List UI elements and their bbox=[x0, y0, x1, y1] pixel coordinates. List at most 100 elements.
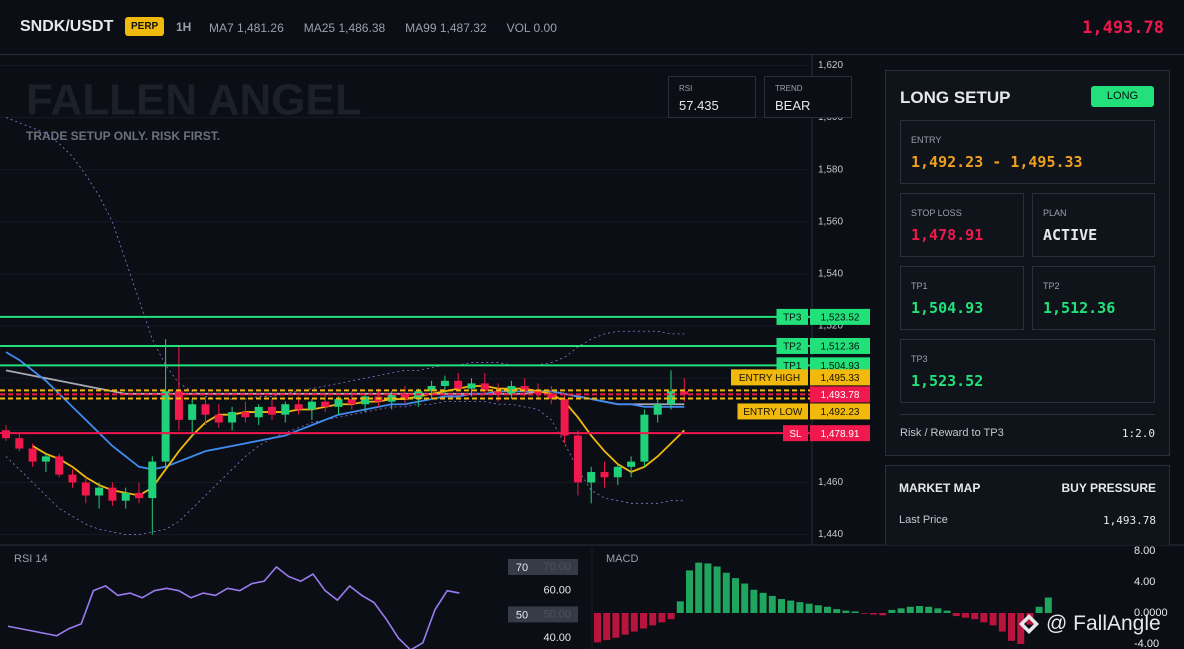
panel-title: LONG SETUP bbox=[900, 88, 1011, 107]
macd-bar bbox=[621, 612, 629, 635]
candle-body bbox=[560, 399, 569, 436]
macd-bar bbox=[998, 612, 1006, 632]
interval[interactable]: 1H bbox=[176, 20, 192, 34]
macd-bar bbox=[658, 612, 666, 623]
candle-body bbox=[627, 461, 636, 467]
level-tag bbox=[776, 308, 808, 325]
level-box bbox=[508, 558, 578, 575]
candle-body bbox=[15, 438, 24, 449]
level-value: 1,495.33 bbox=[821, 373, 860, 384]
logo bbox=[1019, 614, 1039, 634]
y-tick-label: 0.0000 bbox=[1134, 607, 1168, 619]
badge[interactable]: LONG bbox=[1091, 86, 1154, 107]
ma-line bbox=[32, 385, 685, 497]
macd-bar bbox=[943, 610, 951, 613]
candle-body bbox=[41, 456, 50, 462]
info-value: BEAR bbox=[775, 98, 811, 113]
candle-body bbox=[294, 404, 303, 410]
rr-value: 1:2.0 bbox=[1121, 427, 1155, 440]
card-label: STOP LOSS bbox=[911, 208, 962, 218]
stat-label: VOL bbox=[506, 21, 531, 35]
card-label: PLAN bbox=[1043, 208, 1067, 218]
candle-body bbox=[387, 393, 396, 402]
info-value: 57.435 bbox=[679, 98, 719, 113]
candle-body bbox=[467, 383, 476, 389]
level-box bbox=[508, 606, 578, 623]
level-value: 1,478.91 bbox=[821, 429, 860, 440]
macd-bar bbox=[1044, 597, 1052, 613]
card-label: TP3 bbox=[911, 354, 928, 364]
macd-bar bbox=[612, 612, 620, 638]
candle-body bbox=[361, 396, 370, 405]
watermark-subtitle: TRADE SETUP ONLY. RISK FIRST. bbox=[26, 129, 220, 143]
macd-bar bbox=[750, 589, 758, 613]
macd-bar bbox=[870, 612, 877, 615]
candle-body bbox=[307, 401, 316, 410]
level-name: TP2 bbox=[783, 342, 802, 353]
macd-bar bbox=[640, 612, 647, 629]
macd-bar bbox=[768, 595, 776, 613]
level-value: 1,504.93 bbox=[821, 361, 860, 372]
macd-bar bbox=[630, 612, 638, 632]
stat-value: 1,486.38 bbox=[338, 21, 386, 35]
macd-bar bbox=[842, 610, 850, 613]
candle-body bbox=[55, 456, 64, 475]
candle-body bbox=[534, 391, 542, 394]
y-tick-label: 4.00 bbox=[1134, 576, 1155, 588]
card-label: TP2 bbox=[1043, 281, 1060, 291]
macd-bar bbox=[879, 612, 887, 616]
candle-body bbox=[587, 472, 596, 483]
candle-body bbox=[334, 399, 343, 407]
level-tag bbox=[810, 337, 870, 354]
stat-value: 0.00 bbox=[533, 21, 557, 35]
stats: MA7 1,481.26 MA25 1,486.38 MA99 1,487.32… bbox=[209, 21, 557, 35]
candle-body bbox=[653, 404, 662, 415]
level-name: TP1 bbox=[783, 361, 802, 372]
rr-label: Risk / Reward to TP3 bbox=[900, 427, 1004, 439]
stat-value: 1,487.32 bbox=[439, 21, 487, 35]
stat-label: MA7 bbox=[209, 21, 234, 35]
card: ENTRY 1,492.23 - 1,495.33 bbox=[900, 120, 1155, 184]
card: TP3 1,523.52 bbox=[900, 339, 1155, 403]
macd-bar bbox=[686, 570, 693, 613]
candle-body bbox=[108, 487, 117, 501]
level-name: ENTRY LOW bbox=[743, 407, 803, 418]
card: TP2 1,512.36 bbox=[1032, 266, 1155, 330]
macd-bar bbox=[1035, 606, 1043, 613]
macd-bar bbox=[897, 608, 905, 613]
candle-body bbox=[268, 406, 276, 415]
candle-body bbox=[427, 386, 436, 392]
level-tag bbox=[776, 337, 808, 354]
macd-bar bbox=[833, 609, 841, 613]
candle-body bbox=[347, 399, 356, 405]
candle-body bbox=[135, 492, 143, 499]
candle-body bbox=[28, 448, 37, 462]
last-price: 1,493.78 bbox=[1082, 18, 1164, 38]
candle-body bbox=[174, 391, 183, 420]
y-tick-label: -4.00 bbox=[1134, 638, 1159, 649]
symbol[interactable]: SNDK/USDT bbox=[20, 18, 114, 35]
info-box: RSI 57.435 bbox=[668, 76, 756, 118]
card-value: 1,478.91 bbox=[911, 226, 984, 244]
candle-body bbox=[2, 430, 10, 439]
level-tag bbox=[810, 369, 870, 386]
setup-panel: LONG SETUP LONG ENTRY 1,492.23 - 1,495.33… bbox=[885, 70, 1170, 456]
level-tag bbox=[810, 308, 870, 325]
macd-bar bbox=[787, 600, 795, 613]
level-label: 50 bbox=[516, 609, 528, 621]
macd-bar bbox=[759, 592, 767, 613]
stat: MA99 1,487.32 bbox=[405, 21, 486, 35]
card-value: ACTIVE bbox=[1043, 226, 1098, 244]
card: STOP LOSS 1,478.91 bbox=[900, 193, 1024, 257]
ma-line bbox=[5, 401, 685, 535]
macd-bar bbox=[603, 612, 611, 641]
map-status: BUY PRESSURE bbox=[1061, 481, 1156, 495]
header: SNDK/USDT PERP 1H MA7 1,481.26 MA25 1,48… bbox=[0, 0, 1184, 55]
candle-body bbox=[321, 401, 330, 407]
candle-body bbox=[494, 391, 503, 394]
candle-body bbox=[161, 391, 170, 462]
candle-body bbox=[148, 461, 157, 499]
y-tick-label: 1,520 bbox=[818, 321, 843, 332]
macd-bar bbox=[888, 609, 896, 613]
macd-bar bbox=[906, 606, 914, 613]
